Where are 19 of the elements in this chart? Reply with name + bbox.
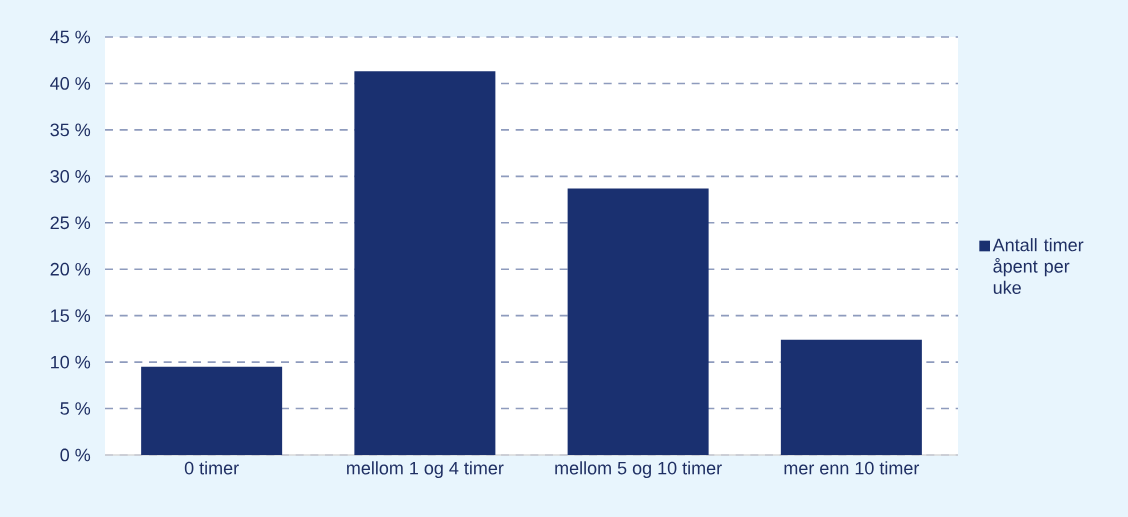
y-tick-label: 10 % — [51, 355, 91, 369]
bar — [780, 339, 922, 455]
y-tick-label: 30 % — [50, 169, 91, 183]
bar — [141, 366, 283, 455]
x-tick-label: mellom 1 og 4 timer — [347, 461, 504, 479]
x-tick-label: 0 timer — [184, 461, 239, 475]
y-tick-label: 45 % — [50, 30, 91, 44]
y-tick-label: 25 % — [50, 216, 91, 230]
y-tick-label: 15 % — [51, 309, 91, 322]
y-tick-label: 40 % — [50, 77, 91, 90]
y-tick-label: 0 % — [60, 448, 91, 462]
legend-label: Antall timer åpent per uke — [992, 238, 1084, 294]
x-tick-label: mer enn 10 timer — [784, 461, 920, 475]
bar — [354, 71, 496, 455]
bar — [567, 188, 709, 455]
y-tick-label: 5 % — [60, 402, 91, 415]
y-tick-label: 35 % — [50, 123, 91, 137]
y-tick-label: 20 % — [50, 262, 91, 276]
x-tick-label: mellom 5 og 10 timer — [555, 461, 722, 479]
